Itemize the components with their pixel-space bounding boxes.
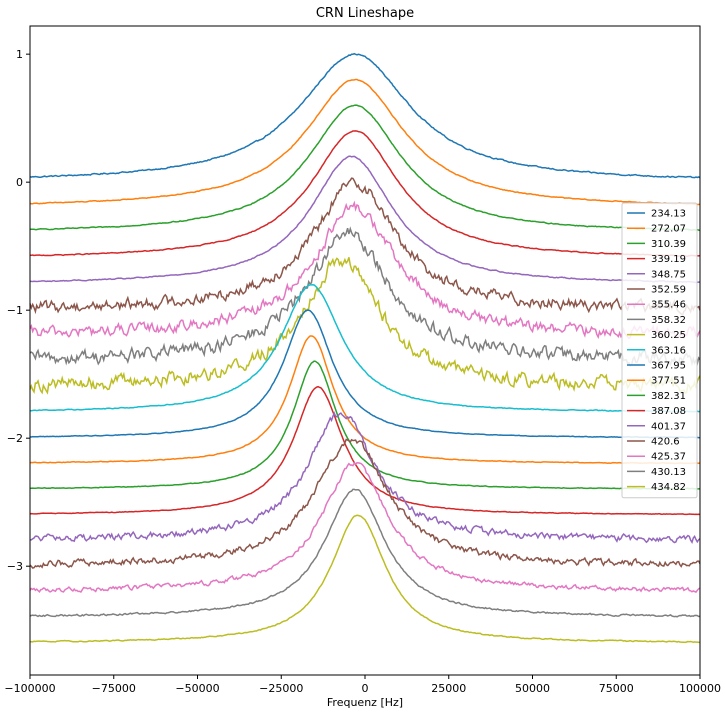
legend-label: 358.32 [651, 315, 686, 326]
series-line-377.51 [29, 335, 701, 465]
legend-label: 367.95 [651, 361, 686, 372]
series-line-434.82 [29, 514, 701, 644]
y-tick-label: −1 [7, 304, 23, 317]
x-tick-label: 0 [362, 682, 369, 695]
legend-label: 382.31 [651, 391, 686, 402]
x-axis-label: Frequenz [Hz] [327, 696, 403, 709]
legend-label: 387.08 [651, 406, 686, 417]
legend-label: 377.51 [651, 376, 686, 387]
legend-label: 339.19 [651, 254, 686, 265]
series-line-367.95 [29, 309, 701, 439]
chart-title: CRN Lineshape [316, 6, 414, 21]
y-tick-label: 0 [16, 176, 23, 189]
y-tick-label: −3 [7, 560, 23, 573]
x-axis: −100000 −75000 −50000 −25000 0 25000 50000 7500… [4, 675, 721, 695]
series-line-339.19 [30, 130, 701, 258]
legend-label: 425.37 [651, 452, 686, 463]
series-line-420.6 [29, 438, 701, 569]
y-tick-label: 1 [16, 48, 23, 61]
legend-label: 348.75 [651, 269, 686, 280]
x-tick-label: 100000 [679, 682, 721, 695]
series-line-272.07 [29, 78, 701, 206]
series-line-382.31 [29, 360, 700, 490]
x-tick-label: −50000 [175, 682, 219, 695]
legend-label: 352.59 [651, 285, 686, 296]
x-tick-label: 25000 [431, 682, 466, 695]
legend-label: 234.13 [651, 209, 686, 220]
series-line-387.08 [29, 385, 701, 516]
legend-box [621, 202, 698, 499]
legend-label: 430.13 [651, 467, 686, 478]
series-line-352.59 [29, 177, 701, 317]
series-line-358.32 [29, 226, 701, 368]
series-line-310.39 [29, 104, 701, 231]
x-tick-label: −100000 [4, 682, 55, 695]
series-line-363.16 [29, 284, 701, 413]
legend-label: 401.37 [651, 421, 686, 432]
y-axis: 1 0 −1 −2 −3 [7, 48, 30, 573]
legend-label: 363.16 [651, 345, 686, 356]
legend: 234.13 272.07 310.39 339.19 348.75 352.59 355.… [621, 202, 698, 499]
series-line-360.25 [29, 257, 701, 395]
series-layer [29, 52, 701, 644]
series-line-425.37 [29, 462, 701, 594]
y-tick-label: −2 [7, 432, 23, 445]
legend-label: 420.6 [651, 437, 680, 448]
series-line-401.37 [30, 411, 701, 544]
x-tick-label: 75000 [599, 682, 634, 695]
x-tick-label: 50000 [515, 682, 550, 695]
legend-label: 310.39 [651, 239, 686, 250]
legend-label: 272.07 [651, 224, 686, 235]
legend-label: 434.82 [651, 482, 686, 493]
legend-label: 360.25 [651, 330, 686, 341]
x-tick-label: −75000 [92, 682, 136, 695]
series-line-234.13 [29, 52, 701, 179]
series-line-355.46 [29, 200, 701, 340]
series-line-348.75 [29, 155, 701, 284]
x-tick-label: −25000 [259, 682, 303, 695]
series-line-430.13 [29, 488, 701, 618]
legend-label: 355.46 [651, 300, 686, 311]
